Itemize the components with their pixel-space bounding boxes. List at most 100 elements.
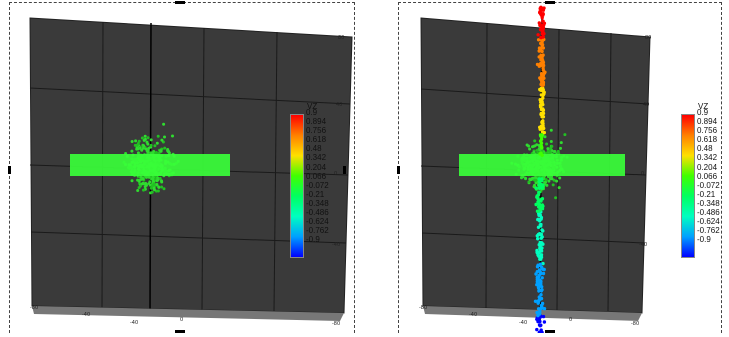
colorbar-tick-label: -0.348 <box>306 198 329 208</box>
particle <box>149 138 153 142</box>
particle <box>538 105 543 109</box>
particle <box>541 8 545 12</box>
particle <box>130 140 134 143</box>
particle <box>534 186 538 190</box>
particle <box>550 177 554 181</box>
axis-tick-label: -80 <box>332 321 340 327</box>
particle <box>149 143 153 147</box>
particle <box>160 179 163 183</box>
particle <box>525 143 529 147</box>
particle <box>152 182 156 186</box>
viewport-top-marker <box>175 1 185 4</box>
axis-tick-label: 0 <box>180 317 183 323</box>
particle <box>559 141 563 145</box>
colorbar-tick-label: 0.894 <box>306 117 327 127</box>
particle <box>153 144 157 148</box>
particle <box>144 181 148 185</box>
particle <box>141 146 145 150</box>
particle <box>538 152 542 156</box>
particle <box>540 80 544 84</box>
bottom-edge-shadow <box>423 306 642 321</box>
particle <box>533 299 538 303</box>
particle <box>535 148 539 152</box>
particle <box>539 296 543 301</box>
particle <box>527 180 531 184</box>
particle <box>541 314 546 319</box>
particle <box>551 183 555 187</box>
colorbar-tick-label: 0.618 <box>697 135 718 145</box>
particle <box>552 150 556 153</box>
particle <box>538 27 543 32</box>
particle <box>540 301 545 306</box>
particle <box>540 126 544 130</box>
particle <box>540 186 544 190</box>
particle <box>538 243 542 247</box>
colorbar-tick-label: 0.342 <box>306 153 327 163</box>
particle <box>130 179 134 183</box>
particle <box>563 133 567 137</box>
particle <box>159 149 163 153</box>
particle <box>537 55 541 59</box>
particle <box>540 197 545 201</box>
particle <box>537 205 541 209</box>
particle <box>535 317 539 321</box>
axis-tick-label: -80 <box>631 321 639 327</box>
particle <box>537 21 541 25</box>
particle <box>134 139 138 143</box>
particle <box>535 280 539 284</box>
particle <box>546 147 550 151</box>
particle <box>539 5 543 9</box>
colorbar-tick-label: 0.618 <box>306 135 327 145</box>
viewport-left[interactable]: 80 40 0 -40 -80 -80 -40 -40 0 VZ 0.9 0.89… <box>8 1 355 333</box>
colorbar-tick-label: 0.756 <box>697 126 718 136</box>
particle <box>142 188 145 192</box>
particle <box>554 196 558 200</box>
particle <box>534 202 538 207</box>
colorbar-tick-label: 0.48 <box>697 144 713 154</box>
particle <box>139 175 143 179</box>
particle <box>535 310 539 315</box>
axis-tick-label: 40 <box>336 102 342 108</box>
colorbar-tick-label: -0.21 <box>306 189 325 199</box>
particle <box>538 270 543 275</box>
particle <box>537 198 542 203</box>
colorbar-tick-label: -0.072 <box>306 180 329 190</box>
colorbar-tick-label: 0.894 <box>697 117 718 127</box>
particle <box>542 320 547 324</box>
scene-right: 80 40 0 -40 -80 -80 -40 -40 0 <box>419 5 651 333</box>
particle <box>540 83 545 88</box>
colorbar-tick-label: -0.072 <box>697 180 720 190</box>
particle <box>541 19 545 23</box>
particle <box>533 139 537 143</box>
particle <box>136 151 140 155</box>
particle <box>535 143 539 147</box>
particle <box>537 250 541 255</box>
particle <box>537 64 541 68</box>
particle <box>136 189 140 192</box>
colorbar-gradient <box>290 114 304 258</box>
particle <box>533 178 537 182</box>
particle <box>540 276 544 280</box>
particle <box>540 98 544 103</box>
particle <box>540 43 545 47</box>
disk-slab <box>459 154 625 176</box>
particle <box>155 183 159 186</box>
particle <box>540 235 544 239</box>
particle <box>150 190 154 194</box>
velocity-colorbar: VZ 0.9 0.894 0.756 0.618 0.48 0.342 0.204 0.066… <box>677 102 729 262</box>
particle <box>155 141 159 145</box>
colorbar-tick-label: -0.486 <box>697 208 720 218</box>
particle <box>539 279 543 284</box>
particle <box>535 248 539 253</box>
particle <box>166 148 170 151</box>
axis-tick-label: -40 <box>130 320 138 326</box>
particle <box>545 183 549 187</box>
particle <box>137 179 141 182</box>
jet-particles <box>533 5 547 333</box>
particle <box>537 190 541 194</box>
axis-tick-label: 80 <box>645 35 651 41</box>
particle <box>541 108 546 112</box>
particle <box>539 323 543 327</box>
viewport-right[interactable]: 80 40 0 -40 -80 -80 -40 -40 0 VZ 0.9 0.89… <box>397 1 722 333</box>
viewport-bottom-marker <box>545 330 555 333</box>
